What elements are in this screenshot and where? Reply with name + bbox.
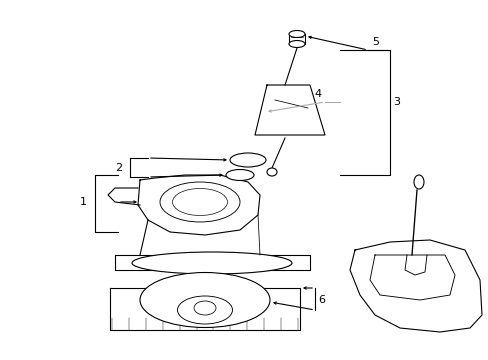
Ellipse shape: [288, 40, 305, 48]
Text: 4: 4: [314, 89, 321, 99]
Ellipse shape: [266, 168, 276, 176]
Text: 6: 6: [317, 295, 325, 305]
Text: 3: 3: [392, 97, 399, 107]
Text: 1: 1: [80, 197, 87, 207]
Text: 5: 5: [371, 37, 378, 47]
Ellipse shape: [288, 31, 305, 37]
Ellipse shape: [177, 296, 232, 324]
Ellipse shape: [140, 273, 269, 328]
Text: 2: 2: [115, 162, 122, 172]
Ellipse shape: [160, 182, 240, 222]
Ellipse shape: [132, 252, 291, 274]
Ellipse shape: [172, 189, 227, 216]
Ellipse shape: [225, 170, 253, 180]
Ellipse shape: [194, 301, 216, 315]
Ellipse shape: [413, 175, 423, 189]
Ellipse shape: [229, 153, 265, 167]
